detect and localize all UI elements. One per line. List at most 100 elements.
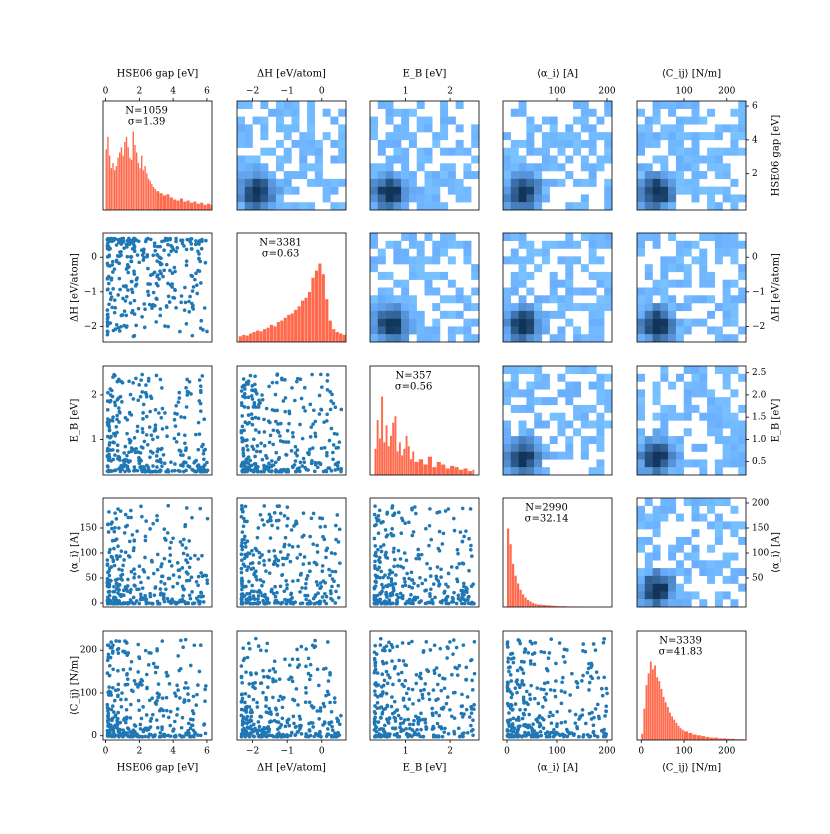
scatter-point [195, 693, 199, 697]
heat-cell [307, 132, 315, 140]
hist-bar [114, 170, 115, 210]
heat-cell [323, 132, 331, 140]
scatter-point [441, 735, 445, 739]
scatter-point [188, 239, 192, 243]
scatter-point [117, 406, 121, 410]
heat-cell [558, 140, 566, 148]
scatter-point [254, 637, 258, 641]
scatter-point [400, 516, 404, 520]
scatter-point [469, 507, 473, 511]
heat-cell [338, 148, 346, 156]
scatter-point [411, 534, 415, 538]
scatter-point [298, 423, 302, 427]
scatter-point [418, 557, 422, 561]
scatter-point [380, 672, 384, 676]
heat-cell [581, 163, 589, 171]
scatter-point [173, 735, 177, 739]
scatter-point [292, 715, 296, 719]
scatter-point [123, 470, 127, 474]
heat-cell [550, 272, 558, 280]
scatter-point [419, 672, 423, 676]
scatter-point [533, 697, 537, 701]
scatter-point [306, 574, 310, 578]
heat-cell [668, 101, 676, 109]
heat-cell [519, 202, 527, 210]
scatter-point [116, 711, 120, 715]
heat-cell [511, 326, 519, 334]
heat-cell [417, 241, 425, 249]
scatter-point [160, 639, 164, 643]
scatter-point [304, 598, 308, 602]
heat-cell [401, 109, 409, 117]
scatter-point [588, 681, 592, 685]
scatter-point [165, 709, 169, 713]
heat-cell [581, 124, 589, 132]
scatter-point [111, 458, 115, 462]
scatter-point [178, 469, 182, 473]
scatter-point [240, 414, 244, 418]
scatter-point [540, 734, 544, 738]
scatter-point [304, 732, 308, 736]
heat-cell [573, 202, 581, 210]
heat-cell [463, 249, 471, 257]
scatter-point [252, 698, 256, 702]
scatter-point [249, 673, 253, 677]
scatter-point [421, 693, 425, 697]
heat-cell [707, 132, 715, 140]
heat-cell [692, 389, 700, 397]
heat-cell [730, 109, 738, 117]
stat-n-label: N=3381 [259, 238, 302, 249]
scatter-point [107, 422, 111, 426]
heat-cell [409, 264, 417, 272]
heat-cell [503, 459, 511, 467]
scatter-point [173, 288, 177, 292]
scatter-point [506, 734, 510, 738]
heat-cell [386, 163, 394, 171]
heat-cell [526, 272, 534, 280]
heat-cell [645, 436, 653, 444]
scatter-point [122, 602, 126, 606]
scatter-point [531, 722, 535, 726]
scatter-point [151, 437, 155, 441]
heat-cell [715, 241, 723, 249]
scatter-point [270, 588, 274, 592]
subplot-r1-c3 [503, 233, 612, 342]
heat-cell [645, 553, 653, 561]
heat-cell [292, 117, 300, 125]
heat-cell [723, 288, 731, 296]
scatter-point [376, 519, 380, 523]
hist-bar [669, 713, 671, 740]
stat-n-label: N=2990 [525, 503, 568, 514]
scatter-point [319, 585, 323, 589]
heat-cell [448, 163, 456, 171]
heat-cell [596, 459, 604, 467]
heat-cell [699, 599, 707, 607]
scatter-point [313, 602, 317, 606]
hist-bar [121, 147, 122, 210]
scatter-point [586, 671, 590, 675]
heat-cell [511, 459, 519, 467]
heat-cell [715, 202, 723, 210]
scatter-point [156, 450, 160, 454]
scatter-point [109, 640, 113, 644]
scatter-point [107, 282, 111, 286]
heat-cell [676, 319, 684, 327]
scatter-point [265, 642, 269, 646]
heat-cell [581, 140, 589, 148]
scatter-point [271, 381, 275, 385]
scatter-point [108, 428, 112, 432]
heat-cell [738, 428, 746, 436]
scatter-point [162, 453, 166, 457]
scatter-point [199, 319, 203, 323]
heat-cell [425, 156, 433, 164]
heat-cell [596, 428, 604, 436]
scatter-point [424, 727, 428, 731]
heat-cell [660, 202, 668, 210]
heat-cell [534, 366, 542, 374]
heat-cell [417, 194, 425, 202]
heat-cell [260, 117, 268, 125]
scatter-point [334, 570, 338, 574]
heat-cell [730, 241, 738, 249]
scatter-point [156, 553, 160, 557]
scatter-point [262, 729, 266, 733]
